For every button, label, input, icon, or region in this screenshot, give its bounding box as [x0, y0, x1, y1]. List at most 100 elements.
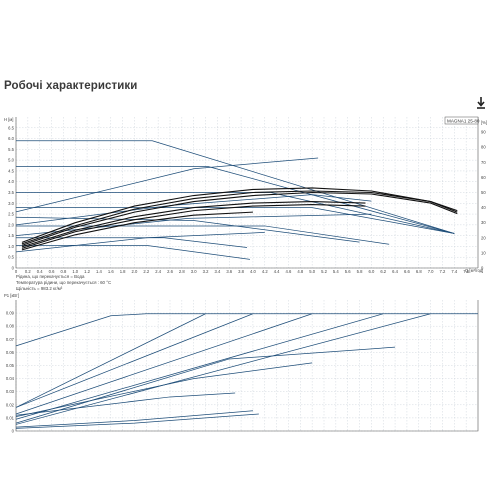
head-x-tick-label: 4.2: [262, 269, 268, 274]
power-y-tick-label: 0.01: [6, 415, 15, 420]
power-grid: [15, 300, 479, 432]
power-curve: [15, 413, 259, 429]
head-x-tick-label: 0: [15, 269, 18, 274]
efficiency-curve: [21, 191, 458, 246]
pump-head-curve: [15, 216, 360, 243]
head-x-tick-label: 1.2: [84, 269, 90, 274]
efficiency-tick-label: 0: [481, 266, 484, 271]
pump-head-curve: [16, 166, 455, 234]
head-x-tick-label: 6.4: [392, 269, 398, 274]
head-y-tick-label: 1.0: [8, 244, 14, 249]
head-x-tick-label: 3.8: [238, 269, 244, 274]
head-y-tick-label: 3.5: [8, 190, 14, 195]
head-y-tick-label: 5.0: [8, 158, 14, 163]
power-curve: [15, 410, 253, 428]
power-y-tick-label: 0.04: [6, 376, 15, 381]
head-y-tick-label: 2.0: [8, 222, 14, 227]
head-efficiency-series: [21, 187, 458, 251]
head-x-tick-label: 4.0: [250, 269, 256, 274]
power-curve: [15, 313, 254, 408]
efficiency-curve: [21, 190, 458, 245]
head-x-tick-label: 0.2: [25, 269, 31, 274]
fluid-notes: Рідина, що перекачується = Вода Температ…: [16, 274, 111, 291]
system-curve: [15, 213, 372, 237]
head-x-tick-label: 2.2: [143, 269, 149, 274]
power-curve: [15, 313, 206, 408]
head-x-tick-label: 1.0: [72, 269, 78, 274]
efficiency-tick-label: 30: [481, 220, 486, 225]
note-temperature: Температура рідини, що перекачується : 6…: [16, 280, 111, 285]
power-y-tick-label: 0: [12, 429, 15, 434]
download-icon[interactable]: [476, 97, 486, 109]
efficiency-curve: [21, 211, 253, 251]
head-x-tick-label: 6.6: [404, 269, 410, 274]
legend-box: [444, 116, 479, 125]
power-axes: [15, 300, 479, 432]
head-axes: [15, 117, 478, 269]
head-x-tick-label: 4.8: [297, 269, 303, 274]
head-x-tick-label: 3.2: [203, 269, 209, 274]
power-curve: [15, 313, 478, 347]
head-x-tick-label: 5.4: [333, 269, 339, 274]
head-chart: 0 0.2 0.4 0.6 0.8 1.0 1.2 1.4 1.6 1.8 2.0 2.2 2.4 2.6…: [4, 116, 487, 291]
note-density: Щільність = 983.2 кг/м³: [16, 286, 63, 291]
efficiency-tick-label: 80: [481, 145, 486, 150]
head-x-tick-label: 5.2: [321, 269, 327, 274]
head-y-tick-label: 6.0: [8, 136, 14, 141]
head-y-tick-label: 0: [12, 266, 15, 271]
head-y-tick-label: 6.5: [8, 125, 14, 130]
head-x-tick-label: 0.8: [60, 269, 66, 274]
power-y-tick-label: 0.06: [6, 350, 15, 355]
head-x-tick-label: 1.8: [120, 269, 126, 274]
power-y-tick-label: 0.07: [6, 337, 15, 342]
head-x-tick-label: 3.4: [214, 269, 220, 274]
power-y-tick-label: 0.02: [6, 402, 15, 407]
head-x-tick-label: 2.0: [132, 269, 138, 274]
head-x-tick-label: 5.8: [357, 269, 363, 274]
efficiency-curve: [21, 204, 366, 249]
efficiency-tick-label: 50: [481, 190, 486, 195]
head-x-tick-label: 2.4: [155, 269, 161, 274]
power-curve: [15, 313, 431, 425]
power-curve: [15, 392, 236, 416]
power-curve: [15, 313, 384, 420]
power-y-tick-label: 0.05: [6, 363, 15, 368]
head-y-tick-label: 4.5: [8, 168, 14, 173]
efficiency-tick-label: 60: [481, 175, 486, 180]
head-x-tick-label: 4.6: [286, 269, 292, 274]
head-x-tick-label: 7.6: [463, 269, 469, 274]
system-curve: [15, 157, 319, 213]
head-x-tick-label: 6.0: [368, 269, 374, 274]
power-y-tick-label: 0.03: [6, 389, 15, 394]
pump-head-curve: [16, 207, 455, 234]
head-tick-labels: 0 0.2 0.4 0.6 0.8 1.0 1.2 1.4 1.6 1.8 2.0 2.2 2.4 2.6…: [8, 125, 486, 274]
pump-head-curve: [16, 225, 390, 245]
head-x-tick-label: 5.0: [309, 269, 315, 274]
head-x-tick-label: 0.4: [37, 269, 43, 274]
efficiency-tick-label: 10: [481, 250, 486, 255]
efficiency-tick-label: 90: [481, 130, 486, 135]
power-y-tick-label: 0.08: [6, 324, 15, 329]
head-x-tick-label: 6.8: [416, 269, 422, 274]
note-fluid: Рідина, що перекачується = Вода: [16, 274, 85, 279]
power-y-tick-label: 0.09: [6, 311, 15, 316]
head-y-tick-label: 0.5: [8, 255, 14, 260]
power-curve: [15, 362, 313, 417]
head-x-tick-label: 0.6: [49, 269, 55, 274]
head-x-tick-label: 5.6: [345, 269, 351, 274]
efficiency-axis-label: [%]: [481, 120, 487, 125]
efficiency-tick-label: 40: [481, 205, 486, 210]
legend-label: MAGNA1 25-80: [447, 119, 480, 124]
efficiency-curve: [21, 201, 366, 248]
head-x-tick-label: 7.2: [440, 269, 446, 274]
head-x-tick-label: 6.2: [380, 269, 386, 274]
head-y-tick-label: 1.5: [8, 233, 14, 238]
power-tick-labels: 0 0.01 0.02 0.03 0.04 0.05 0.06 0.07 0.08 0.09: [6, 311, 15, 434]
system-curve: [15, 232, 265, 253]
head-y-tick-label: 5.5: [8, 147, 14, 152]
head-y-tick-label: 4.0: [8, 179, 14, 184]
head-x-tick-label: 4.4: [274, 269, 280, 274]
system-curve: [15, 194, 372, 226]
head-x-tick-label: 7.0: [428, 269, 434, 274]
